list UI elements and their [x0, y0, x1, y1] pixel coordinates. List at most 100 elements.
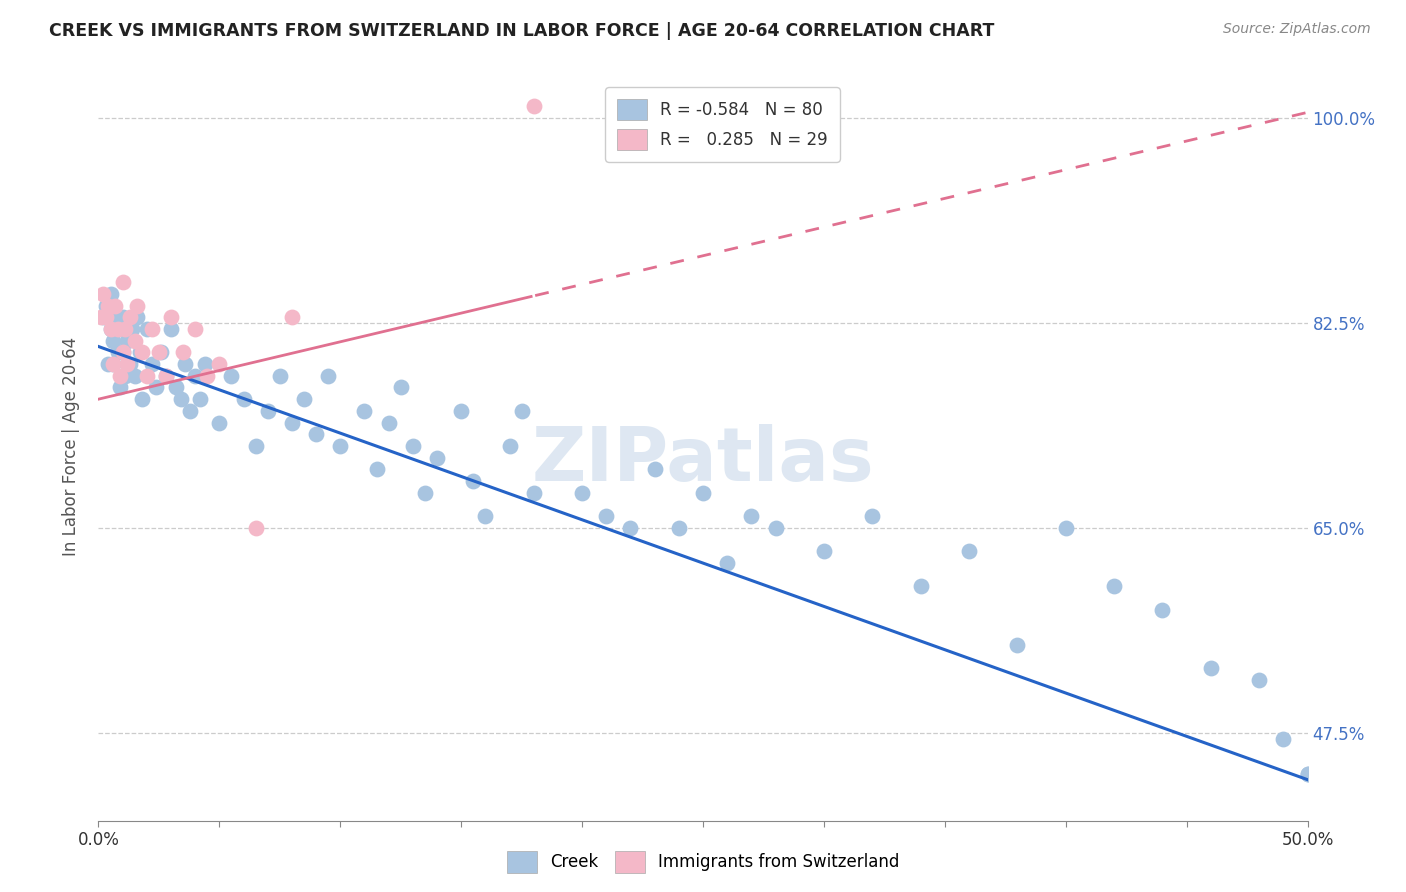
Point — [118, 357, 141, 371]
Point — [194, 357, 217, 371]
Point — [165, 380, 187, 394]
Point — [1296, 766, 1319, 781]
Point — [97, 298, 120, 313]
Point — [114, 368, 136, 383]
Text: CREEK VS IMMIGRANTS FROM SWITZERLAND IN LABOR FORCE | AGE 20-64 CORRELATION CHAR: CREEK VS IMMIGRANTS FROM SWITZERLAND IN … — [49, 22, 994, 40]
Point — [450, 404, 472, 418]
Point — [366, 462, 388, 476]
Point — [269, 368, 291, 383]
Point — [114, 322, 136, 336]
Point — [188, 392, 211, 407]
Point — [245, 439, 267, 453]
Point — [100, 322, 122, 336]
Point — [90, 310, 112, 325]
Point — [108, 380, 131, 394]
Point — [155, 368, 177, 383]
Point — [108, 368, 131, 383]
Point — [1007, 638, 1029, 652]
Point — [1152, 603, 1174, 617]
Point — [118, 310, 141, 325]
Point — [498, 439, 520, 453]
Point — [94, 298, 117, 313]
Point — [127, 310, 149, 325]
Point — [256, 404, 278, 418]
Point — [232, 392, 254, 407]
Point — [1296, 766, 1319, 781]
Point — [101, 334, 124, 348]
Point — [148, 345, 170, 359]
Point — [104, 310, 127, 325]
Point — [281, 310, 304, 325]
Point — [141, 357, 163, 371]
Point — [1199, 661, 1222, 675]
Point — [195, 368, 218, 383]
Point — [292, 392, 315, 407]
Point — [117, 334, 139, 348]
Point — [91, 286, 114, 301]
Point — [111, 345, 134, 359]
Point — [141, 322, 163, 336]
Point — [127, 298, 149, 313]
Point — [619, 521, 641, 535]
Point — [107, 345, 129, 359]
Point — [463, 474, 485, 488]
Point — [595, 509, 617, 524]
Point — [1102, 580, 1125, 594]
Point — [523, 485, 546, 500]
Legend: Creek, Immigrants from Switzerland: Creek, Immigrants from Switzerland — [501, 845, 905, 880]
Point — [221, 368, 243, 383]
Point — [150, 345, 173, 359]
Point — [131, 392, 153, 407]
Point — [510, 404, 533, 418]
Point — [316, 368, 339, 383]
Point — [813, 544, 835, 558]
Point — [94, 310, 117, 325]
Point — [179, 404, 201, 418]
Point — [329, 439, 352, 453]
Point — [281, 416, 304, 430]
Point — [765, 521, 787, 535]
Point — [245, 521, 267, 535]
Point — [91, 310, 114, 325]
Point — [208, 416, 231, 430]
Y-axis label: In Labor Force | Age 20-64: In Labor Force | Age 20-64 — [62, 336, 80, 556]
Point — [692, 485, 714, 500]
Point — [100, 322, 122, 336]
Point — [402, 439, 425, 453]
Point — [172, 345, 194, 359]
Point — [474, 509, 496, 524]
Point — [740, 509, 762, 524]
Point — [101, 357, 124, 371]
Point — [426, 450, 449, 465]
Point — [174, 357, 197, 371]
Point — [860, 509, 883, 524]
Point — [155, 368, 177, 383]
Point — [184, 368, 207, 383]
Point — [716, 556, 738, 570]
Point — [413, 485, 436, 500]
Point — [377, 416, 399, 430]
Point — [957, 544, 980, 558]
Point — [124, 368, 146, 383]
Text: ZIPatlas: ZIPatlas — [531, 425, 875, 498]
Legend: R = -0.584   N = 80, R =   0.285   N = 29: R = -0.584 N = 80, R = 0.285 N = 29 — [606, 87, 839, 161]
Point — [169, 392, 191, 407]
Point — [389, 380, 412, 394]
Point — [1249, 673, 1271, 687]
Point — [124, 334, 146, 348]
Text: Source: ZipAtlas.com: Source: ZipAtlas.com — [1223, 22, 1371, 37]
Point — [100, 286, 122, 301]
Point — [523, 99, 546, 113]
Point — [107, 322, 129, 336]
Point — [131, 345, 153, 359]
Point — [1272, 731, 1295, 746]
Point — [128, 345, 150, 359]
Point — [111, 310, 134, 325]
Point — [184, 322, 207, 336]
Point — [104, 298, 127, 313]
Point — [644, 462, 666, 476]
Point — [208, 357, 231, 371]
Point — [101, 357, 124, 371]
Point — [160, 310, 183, 325]
Point — [1054, 521, 1077, 535]
